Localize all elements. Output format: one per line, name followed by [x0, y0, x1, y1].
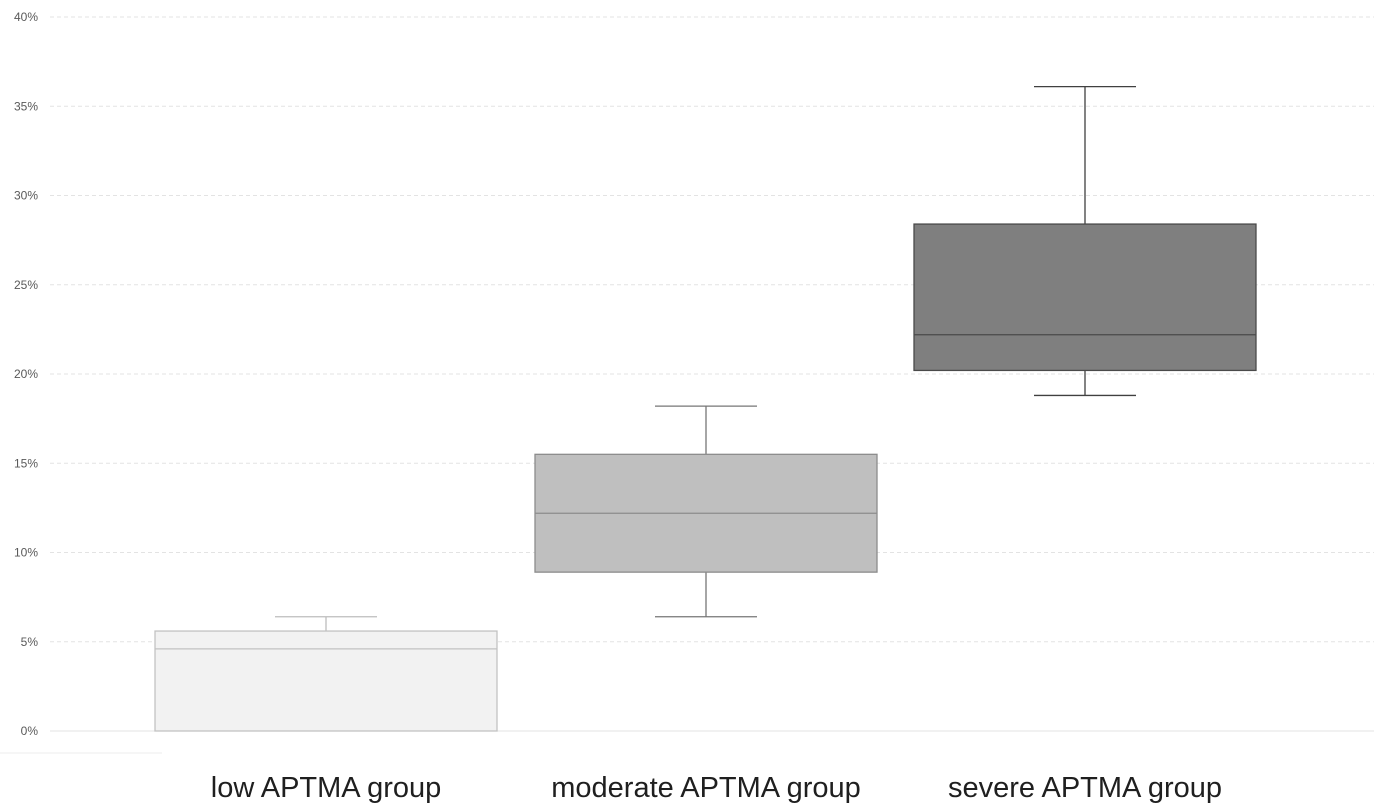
y-axis: 0% 5% 10% 15% 20% 25% 30% 35% 40%	[0, 10, 1374, 754]
iqr-box	[913, 223, 1257, 372]
y-tick-label: 35%	[14, 99, 38, 113]
box-3	[913, 85, 1257, 397]
y-tick-label: 30%	[14, 189, 38, 203]
box-2	[534, 405, 878, 618]
y-tick-label: 10%	[14, 546, 38, 560]
x-category-label: severe APTMA group	[948, 772, 1222, 804]
box-1	[154, 616, 498, 732]
x-category-label: low APTMA group	[211, 772, 442, 804]
y-tick-label: 25%	[14, 278, 38, 292]
y-tick-label: 40%	[14, 10, 38, 24]
x-axis-categories: low APTMA group moderate APTMA group sever…	[211, 772, 1222, 804]
y-tick-label: 0%	[21, 724, 39, 738]
y-tick-label: 5%	[21, 635, 39, 649]
x-category-label: moderate APTMA group	[551, 772, 861, 804]
y-tick-label: 15%	[14, 456, 38, 470]
boxes	[154, 85, 1257, 732]
iqr-box	[154, 630, 498, 732]
y-tick-label: 20%	[14, 367, 38, 381]
